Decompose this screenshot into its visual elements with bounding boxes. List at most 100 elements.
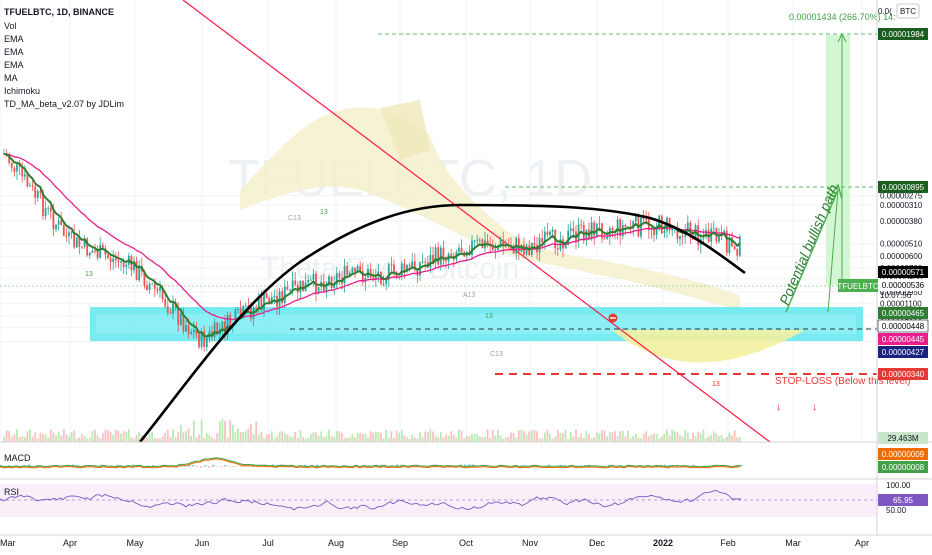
volume-bar [187, 428, 190, 442]
candle [655, 229, 658, 236]
volume-bar [88, 437, 91, 442]
volume-bar [523, 431, 525, 442]
volume-bar [478, 436, 481, 442]
candle [52, 211, 55, 230]
candle [187, 325, 190, 335]
indicator-label[interactable]: EMA [4, 34, 24, 44]
candle [494, 249, 497, 251]
macd-histogram-bar [164, 465, 167, 467]
time-tick-label: Dec [589, 538, 606, 548]
candle [13, 167, 16, 172]
candle [400, 263, 403, 277]
price-tick-label: 0.00000510 [880, 240, 923, 249]
candle [634, 215, 637, 222]
candle [546, 231, 549, 236]
ichimoku-cloud-top [380, 100, 430, 160]
candle [502, 239, 505, 247]
time-tick-label: Apr [63, 538, 77, 548]
volume-bar [385, 429, 388, 442]
volume-bar [101, 432, 104, 442]
indicator-label[interactable]: EMA [4, 47, 24, 57]
candle [57, 220, 60, 225]
volume-bar [302, 437, 304, 442]
candle [627, 226, 629, 228]
candle [133, 261, 135, 271]
candle [112, 258, 115, 262]
indicator-label[interactable]: Ichimoku [4, 86, 40, 96]
time-tick-label: Oct [459, 538, 474, 548]
volume-bar [94, 429, 96, 442]
candle [611, 228, 614, 231]
candle [569, 228, 572, 231]
volume-bar [60, 435, 63, 442]
candle [328, 276, 330, 284]
currency-badge[interactable] [896, 3, 920, 19]
volume-bar [146, 437, 148, 442]
macd-histogram-bar [152, 465, 155, 467]
macd-histogram-bar [236, 466, 239, 467]
candle [369, 269, 372, 278]
volume-bar [736, 437, 739, 442]
indicator-label[interactable]: MA [4, 73, 18, 83]
volume-bar [122, 431, 125, 442]
price-tick-label: 0.00000275 [880, 192, 923, 201]
candle [520, 244, 523, 252]
candle [177, 307, 180, 325]
candle [692, 237, 694, 240]
macd-histogram-bar [468, 464, 471, 467]
volume-bar [434, 435, 437, 442]
candle [645, 218, 648, 220]
volume-bar [551, 438, 554, 442]
volume-bar [23, 436, 26, 442]
volume-bar [78, 437, 81, 442]
indicator-label[interactable]: TD_MA_beta_v2.07 by JDLim [4, 99, 124, 109]
candle [460, 247, 463, 253]
candle [104, 248, 107, 255]
volume-bar [645, 431, 648, 442]
candle [432, 254, 434, 263]
candle [205, 337, 208, 348]
macd-pane[interactable] [0, 443, 877, 478]
candle [458, 247, 460, 252]
macd-histogram-bar [304, 464, 307, 467]
candle [73, 232, 76, 248]
volume-bar [309, 434, 312, 442]
candle [23, 174, 26, 177]
volume-bar [725, 436, 728, 442]
macd-histogram-bar [228, 466, 231, 468]
macd-histogram-bar [208, 466, 211, 468]
candle [346, 266, 349, 276]
volume-bar [161, 436, 164, 442]
candle [94, 250, 96, 252]
volume-bar [702, 429, 705, 442]
volume-bar [684, 429, 687, 442]
volume-bar [465, 436, 468, 442]
symbol-line[interactable]: TFUELBTC, 1D, BINANCE [4, 7, 114, 17]
candle [151, 283, 154, 285]
candle [411, 261, 414, 267]
ichimoku-cloud [240, 107, 740, 310]
volume-bar [653, 433, 655, 442]
indicator-label[interactable]: EMA [4, 60, 24, 70]
td-marker: 13 [85, 271, 93, 278]
candle [429, 254, 432, 268]
candle [348, 272, 351, 276]
cup-pattern [612, 330, 805, 363]
price-tag [878, 346, 928, 358]
volume-bar [263, 438, 265, 442]
macd-histogram-bar [28, 464, 31, 467]
volume-bar [393, 438, 395, 442]
volume-bar [3, 436, 5, 442]
volume-bar [601, 430, 603, 442]
volume-bar [616, 436, 619, 442]
candle [541, 238, 544, 243]
candle [525, 245, 528, 255]
volume-bar [424, 431, 427, 442]
volume-bar [174, 437, 177, 442]
stop-loss-label: STOP-LOSS (Below this level) [775, 376, 910, 387]
candle [255, 308, 258, 310]
volume-bar [333, 436, 336, 442]
candle [718, 236, 720, 242]
indicator-label[interactable]: Vol [4, 21, 17, 31]
